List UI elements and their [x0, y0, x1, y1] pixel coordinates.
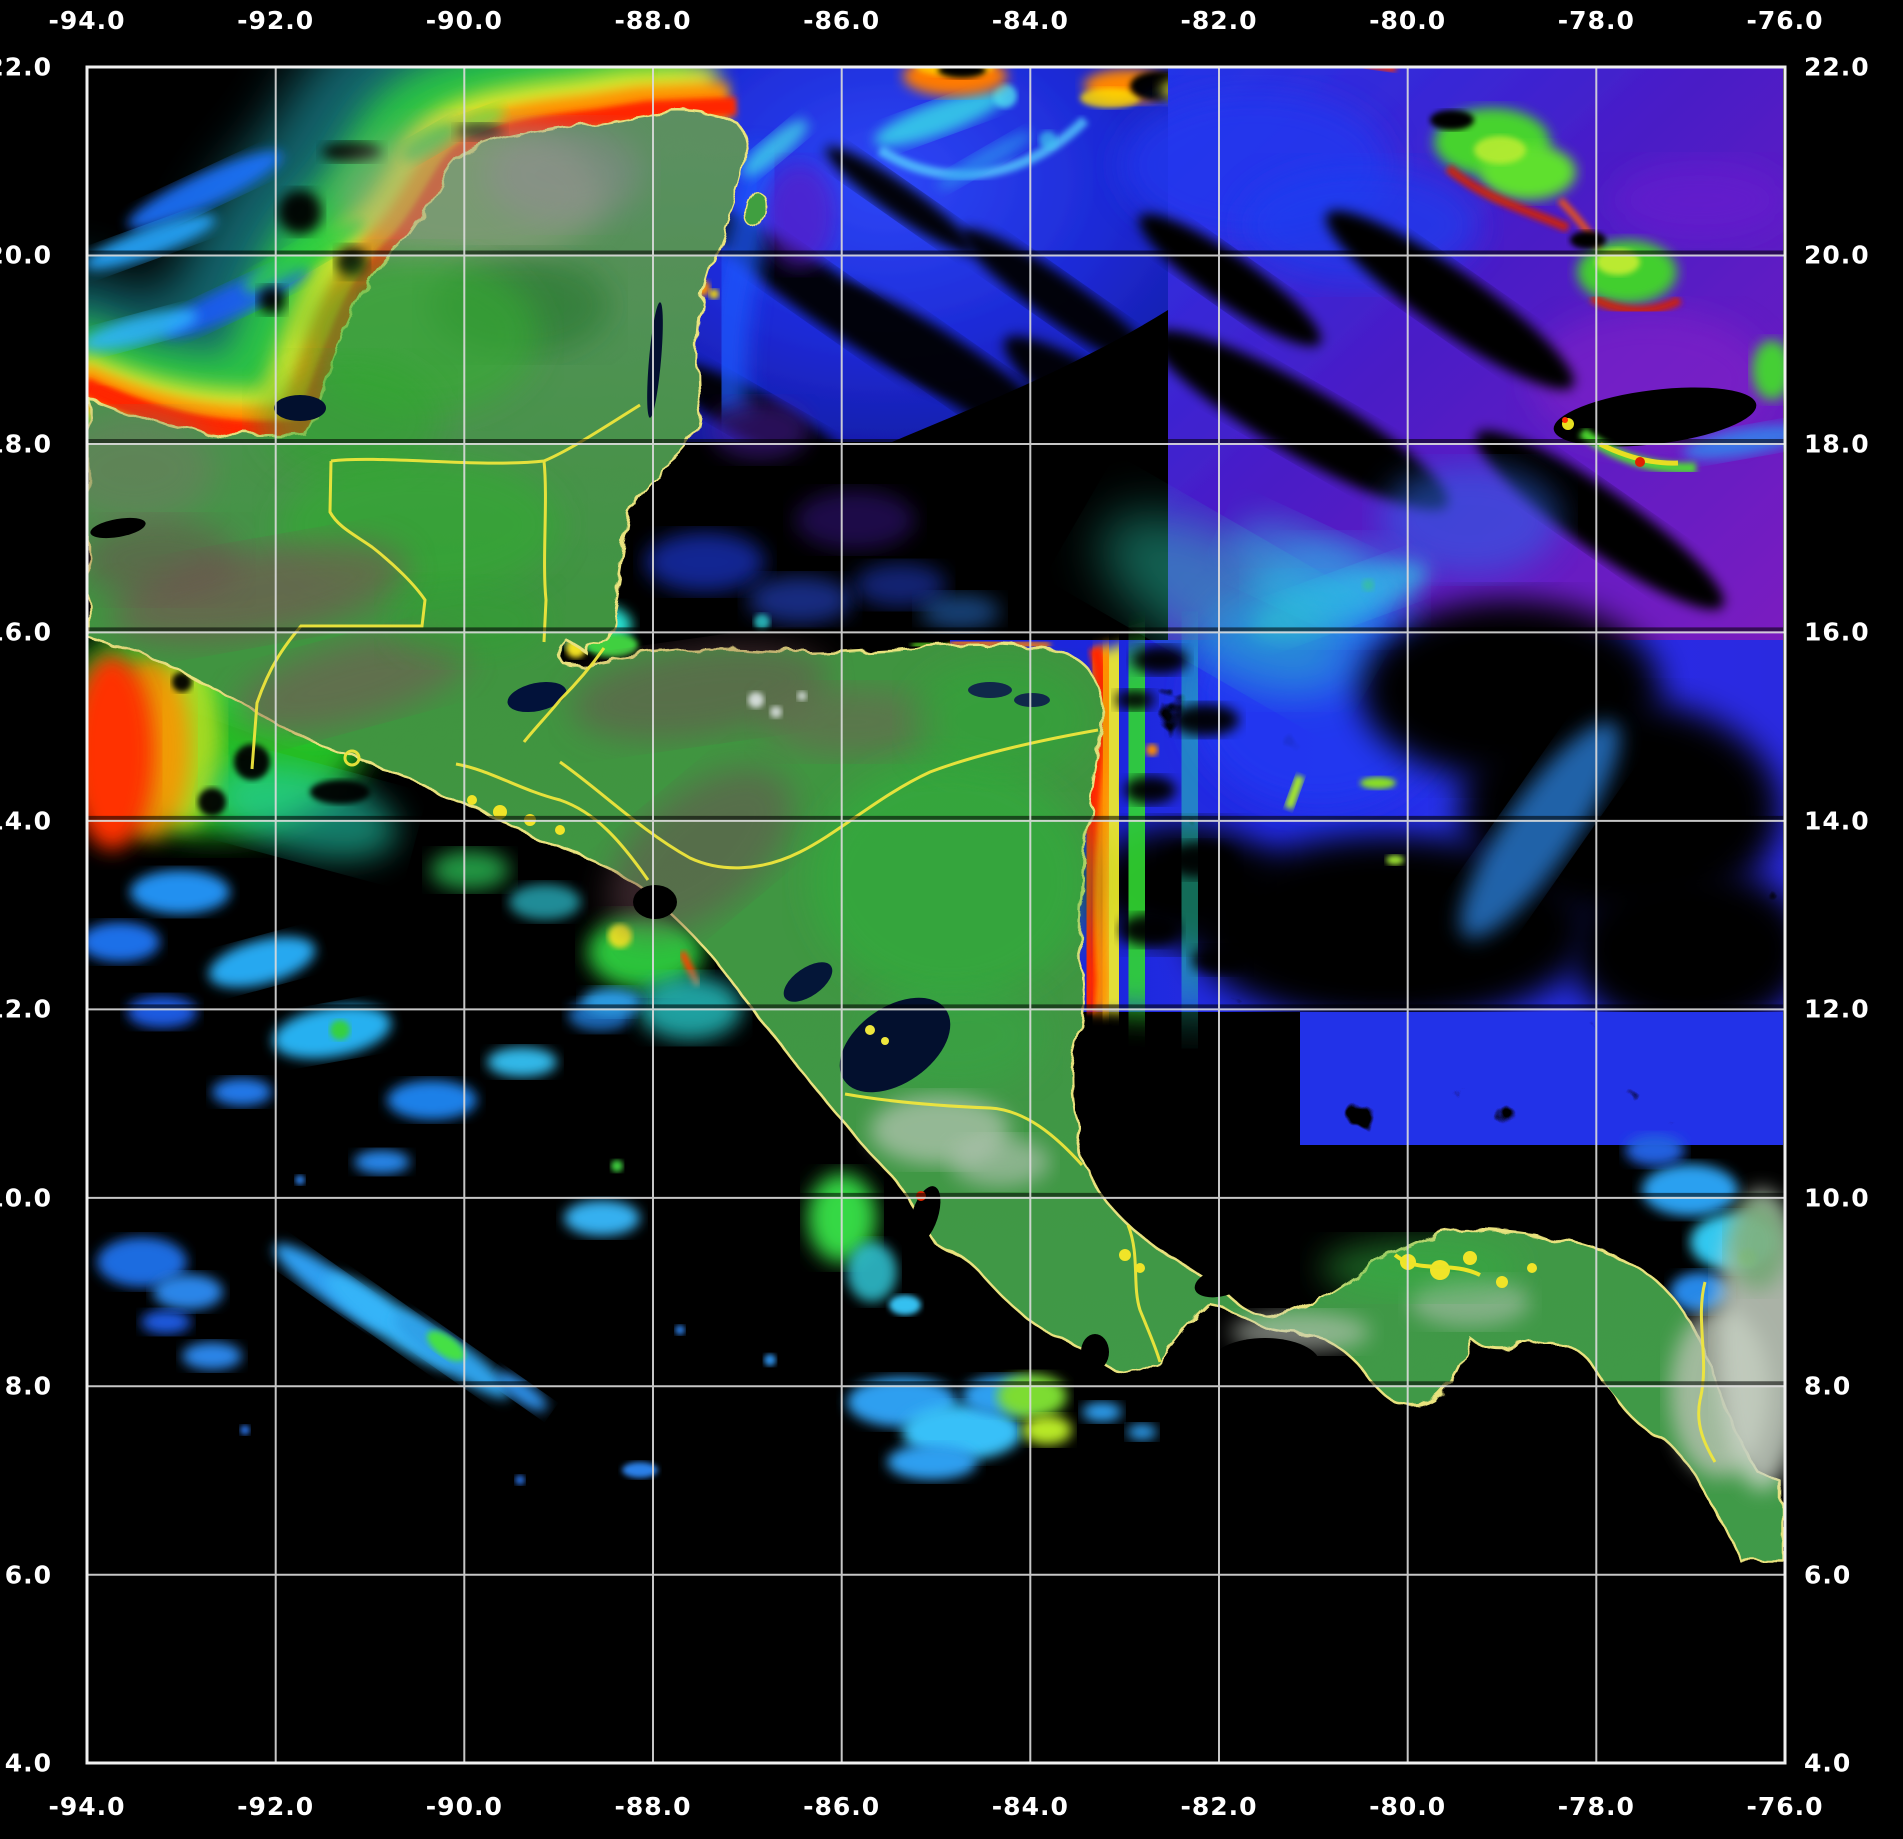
border-mexico-guatemala	[250, 460, 427, 770]
gulf-of-nicoya	[909, 1186, 941, 1244]
belize-lagoon	[647, 302, 663, 418]
gulf-of-fonseca	[633, 885, 677, 919]
country-borders	[250, 403, 1717, 1463]
golfo-dulce	[1081, 1334, 1109, 1370]
presa-lake	[90, 517, 146, 539]
ometepe-island-2	[881, 1037, 889, 1045]
border-el-salvador	[455, 762, 650, 881]
land-texture	[87, 123, 1785, 1490]
lake-atitlan-outline	[343, 749, 361, 767]
border-panama-colombia	[1697, 1281, 1717, 1463]
border-nicaragua-costarica	[844, 1092, 1084, 1167]
grid-lines	[87, 67, 1785, 1763]
gulf-cyan-swirls	[873, 84, 1089, 189]
mosquitia-lagoon	[968, 682, 1012, 698]
mosquitia-lagoon-2	[1014, 693, 1050, 707]
gulf-of-panama	[1467, 1359, 1623, 1477]
lake-nicaragua	[839, 997, 951, 1093]
cozumel-island	[748, 193, 768, 231]
lakes-and-gulfs	[90, 302, 1623, 1477]
yellow-map-marks	[467, 795, 1537, 1288]
laguna-de-terminos	[274, 395, 326, 421]
ometepe-island	[865, 1025, 875, 1035]
border-guatemala-honduras	[522, 647, 606, 743]
border-honduras-nicaragua	[559, 728, 1099, 870]
bocas-lagoon	[1194, 1266, 1250, 1298]
lake-izabal	[507, 681, 567, 713]
lake-managua	[783, 962, 833, 1002]
border-costarica-panama	[1126, 1224, 1162, 1363]
gulf-of-chiriqui	[1210, 1338, 1320, 1390]
plot-border	[85, 65, 1787, 1765]
border-peten-north	[330, 457, 545, 465]
border-mexico-belize	[543, 403, 641, 463]
border-guatemala-belize	[542, 460, 548, 643]
southwest-caribbean-mottle	[1300, 1012, 1783, 1145]
nicaragua-coastal-plume	[911, 512, 1380, 1019]
